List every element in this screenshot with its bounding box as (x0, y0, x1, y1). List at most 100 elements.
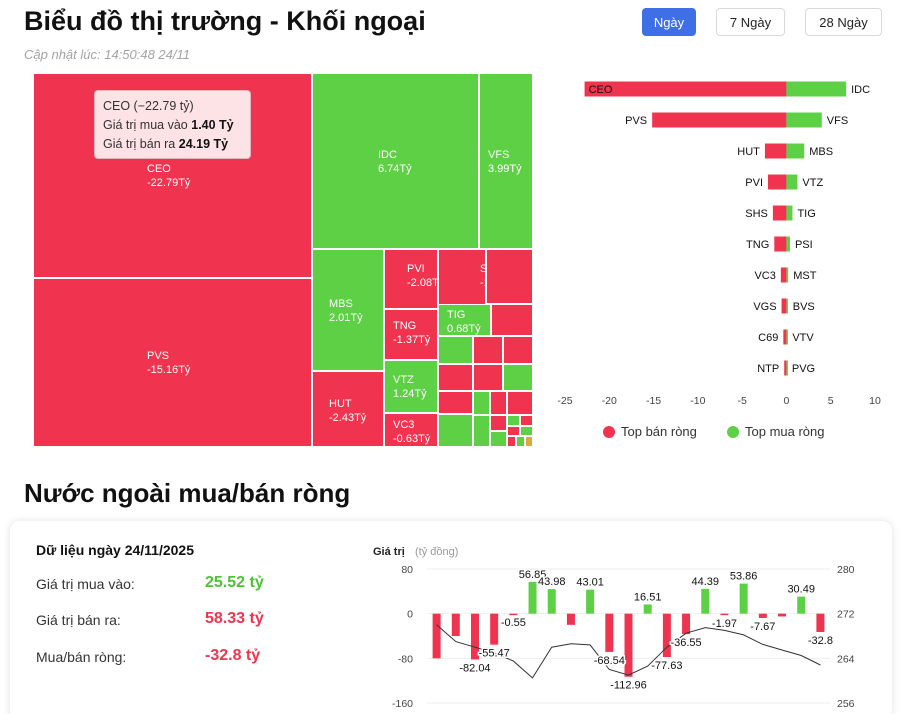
chart-unit: (tỷ đồng) (415, 546, 458, 558)
sell-bar-label: PVS (625, 115, 647, 127)
legend-buy[interactable]: Top mua ròng (727, 424, 825, 439)
range-button-7-days[interactable]: 7 Ngày (716, 8, 785, 36)
treemap-cell[interactable] (520, 415, 533, 426)
page-title: Biểu đồ thị trường - Khối ngoại (24, 6, 426, 36)
treemap-cell[interactable] (312, 249, 384, 371)
treemap-cell[interactable] (473, 336, 503, 364)
treemap-cell[interactable] (490, 391, 507, 415)
buy-bar (786, 329, 788, 345)
y2-tick-label: 272 (837, 609, 855, 621)
treemap-cell[interactable] (33, 278, 312, 447)
treemap-label-code: TNG (393, 320, 417, 332)
treemap-cell[interactable] (384, 360, 438, 413)
y-tick-label: -160 (392, 698, 413, 710)
treemap-chart[interactable]: CEO -22.79Tỷ PVS -15.16Tỷ IDC 6.74Tỷ VFS 3.99Tỷ… (33, 73, 533, 447)
chart-title: Giá trị (373, 546, 405, 558)
net-bar (509, 613, 518, 616)
treemap-cell[interactable] (507, 436, 516, 447)
net-bar-value-label: -32.8 (808, 635, 833, 647)
treemap-cell[interactable] (503, 336, 533, 364)
tooltip-title: CEO (−22.79 tỷ) (103, 99, 194, 113)
treemap-cell[interactable] (520, 426, 533, 436)
buy-bar-label: IDC (851, 84, 870, 96)
treemap-cell[interactable] (486, 249, 533, 304)
treemap-cell[interactable] (479, 73, 533, 249)
treemap-cell[interactable] (516, 436, 525, 447)
treemap-label-code: TIG (447, 309, 466, 321)
treemap-label-value: -2.08Tỷ (407, 277, 445, 289)
sell-bar (772, 205, 787, 221)
net-bar (605, 613, 614, 652)
treemap-label-code: CEO (147, 163, 171, 175)
index-line (436, 624, 821, 679)
sell-bar (768, 174, 787, 190)
treemap-cell[interactable] (384, 309, 438, 360)
net-value: -32.8 tỷ (205, 647, 261, 664)
treemap-cell[interactable] (507, 391, 533, 415)
treemap-label-code: VC3 (393, 419, 415, 431)
net-bar-value-label: -82.04 (459, 662, 490, 674)
treemap-cell[interactable] (507, 426, 520, 436)
sell-bar (781, 298, 787, 314)
range-button-28-days[interactable]: 28 Ngày (805, 8, 882, 36)
y2-tick-label: 256 (837, 698, 855, 710)
treemap-cell[interactable] (384, 413, 438, 447)
treemap-cell[interactable] (490, 431, 507, 447)
net-bar (758, 613, 767, 618)
y-tick-label: 80 (401, 564, 413, 576)
treemap-cell[interactable] (473, 364, 503, 391)
legend-sell[interactable]: Top bán ròng (603, 424, 697, 439)
treemap-cell[interactable] (438, 364, 473, 391)
treemap-label: VTZ 1.24Tỷ (393, 373, 427, 401)
sell-bar (783, 329, 787, 345)
treemap-cell[interactable] (438, 391, 473, 414)
legend-sell-label: Top bán ròng (621, 424, 697, 439)
buy-bar-label: BVS (793, 301, 815, 313)
treemap-cell[interactable] (491, 304, 533, 336)
buy-bar (786, 205, 793, 221)
net-bar-value-label: 43.98 (538, 576, 566, 588)
treemap-cell[interactable] (384, 249, 438, 309)
x-tick-label: -15 (646, 395, 661, 407)
net-bar-value-label: -77.63 (651, 660, 682, 672)
treemap-label-value: 3.99Tỷ (488, 163, 522, 175)
net-bar (490, 613, 499, 645)
net-bar (739, 583, 748, 614)
treemap-cell[interactable] (473, 415, 490, 447)
sell-bar (774, 236, 787, 252)
sell-bar (780, 267, 787, 283)
treemap-cell[interactable] (490, 415, 507, 431)
treemap-cell[interactable] (503, 364, 533, 391)
treemap-cell[interactable] (312, 371, 384, 447)
treemap-label-value: -2.43Tỷ (329, 412, 367, 424)
treemap-label: HUT -2.43Tỷ (329, 397, 366, 425)
range-button-day[interactable]: Ngày (642, 8, 696, 36)
treemap-label-code: MBS (329, 298, 353, 310)
treemap-label-code: IDC (378, 149, 397, 161)
treemap-cell[interactable] (473, 391, 490, 415)
sell-bar-label: PVI (745, 177, 763, 189)
treemap-cell[interactable] (525, 436, 533, 447)
x-tick-label: -10 (690, 395, 705, 407)
treemap-label: PVS -15.16Tỷ (147, 349, 190, 377)
tooltip-buy-row: Giá trị mua vào 1.40 Tỷ (103, 118, 234, 132)
net-bar (701, 588, 710, 614)
treemap-cell[interactable] (438, 336, 473, 364)
treemap-label-value: 1.24Tỷ (393, 388, 427, 400)
sell-bar-label: CEO (589, 84, 613, 96)
net-bar (528, 581, 537, 614)
treemap-cell[interactable] (312, 73, 479, 249)
treemap-label: TIG 0.68Tỷ (447, 308, 481, 336)
treemap-cell[interactable] (438, 249, 486, 309)
treemap-cell[interactable] (438, 304, 491, 336)
treemap-label-code: PVI (407, 263, 425, 275)
treemap-cell[interactable] (438, 414, 473, 447)
treemap-label: CEO -22.79Tỷ (147, 162, 190, 190)
buy-bar-label: VTZ (802, 177, 823, 189)
treemap-cell[interactable] (507, 415, 520, 426)
buy-bar (786, 298, 788, 314)
buy-bar-label: PSI (795, 239, 813, 251)
sell-bar-label: NTP (757, 363, 779, 375)
buy-bar (786, 143, 805, 159)
treemap-label-value: -1.37Tỷ (393, 334, 431, 346)
